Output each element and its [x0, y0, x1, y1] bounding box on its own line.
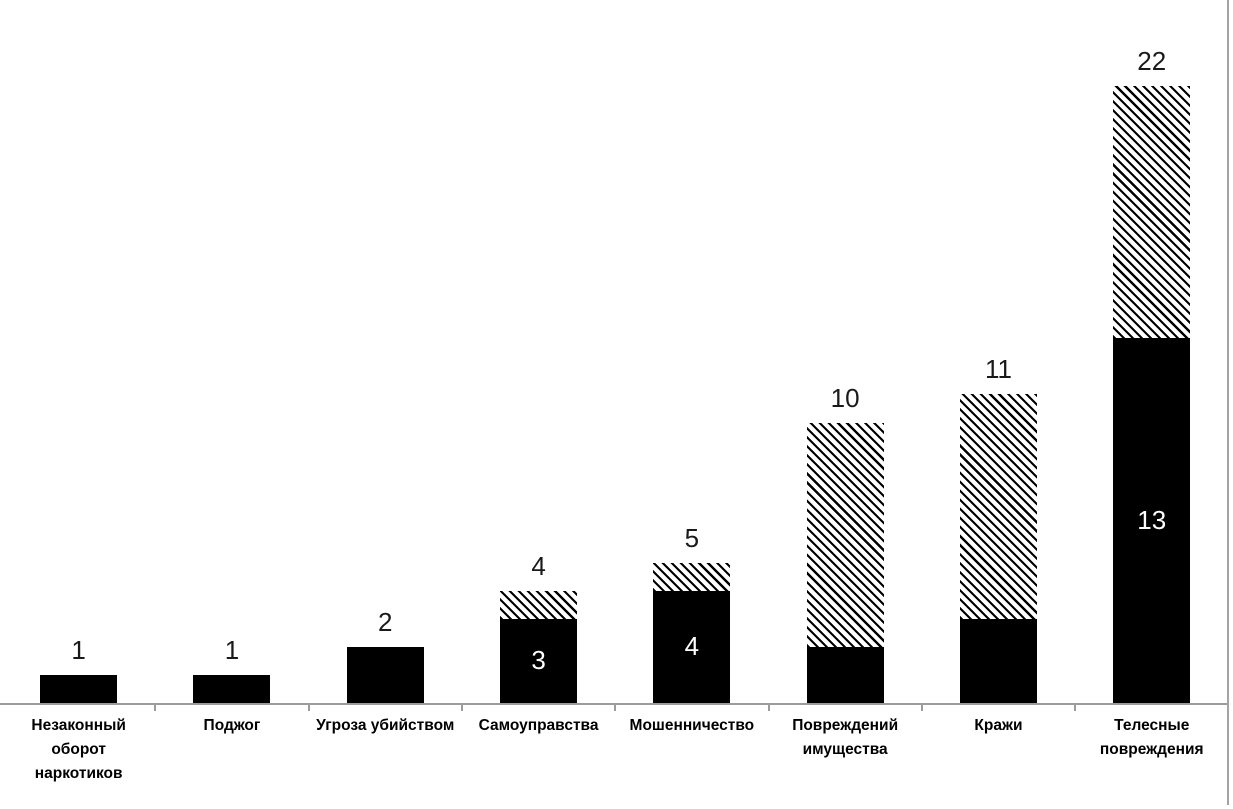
- bar-total-label: 11: [984, 354, 1012, 385]
- category-label: Телесные повреждения: [1099, 717, 1204, 758]
- bar-total-label: 1: [224, 634, 240, 665]
- category-label: Поджог: [203, 717, 261, 734]
- bar-hatch-segment: [500, 590, 578, 619]
- category-label: Кражи: [974, 717, 1023, 734]
- bar-total-label: 1: [71, 634, 86, 665]
- x-axis-tick: [920, 705, 923, 711]
- bar-hatch-segment: [653, 562, 731, 591]
- bar-black-segment: [40, 674, 118, 703]
- bar-total-label: 5: [684, 522, 700, 553]
- category-label: Мошенничество: [629, 717, 755, 734]
- x-axis-tick: [1074, 705, 1077, 711]
- bar-hatch-segment: [959, 394, 1037, 619]
- x-axis-tick: [767, 705, 770, 711]
- chart-right-border: [1227, 0, 1229, 805]
- bar-total-label: 10: [830, 382, 860, 413]
- bar-black-segment: [193, 674, 271, 703]
- bar-black-segment: [500, 618, 578, 703]
- bar-black-segment: [346, 646, 424, 703]
- x-axis-tick: [307, 705, 310, 711]
- bar-inner-label: 4: [684, 631, 700, 662]
- bar-inner-label: 13: [1137, 505, 1167, 536]
- bar-black-segment: [959, 618, 1037, 703]
- bar-inner-label: 3: [531, 645, 546, 676]
- bar-inner-label-box: 13: [1113, 338, 1190, 703]
- bar-hatch-segment: [1113, 85, 1191, 339]
- category-label: Незаконный оборот наркотиков: [31, 717, 126, 782]
- x-axis-tick: [614, 705, 617, 711]
- bar-total-label: 2: [378, 606, 393, 637]
- bar-hatch-segment: [806, 422, 884, 647]
- bar-black-segment: [1113, 338, 1191, 703]
- category-label: Угроза убийством: [316, 717, 455, 734]
- x-axis-tick: [460, 705, 463, 711]
- category-label: Самоуправства: [478, 717, 599, 734]
- bar-inner-label-box: 4: [653, 591, 730, 703]
- bar-inner-label-box: 3: [500, 619, 577, 703]
- bar-total-label: 22: [1137, 45, 1167, 76]
- x-axis-line: [0, 703, 1229, 705]
- category-label: Повреждений имущества: [792, 717, 899, 758]
- bar-black-segment: [653, 590, 731, 703]
- bar-total-label: 4: [531, 550, 546, 581]
- bar-black-segment: [806, 646, 884, 703]
- x-axis-tick: [154, 705, 157, 711]
